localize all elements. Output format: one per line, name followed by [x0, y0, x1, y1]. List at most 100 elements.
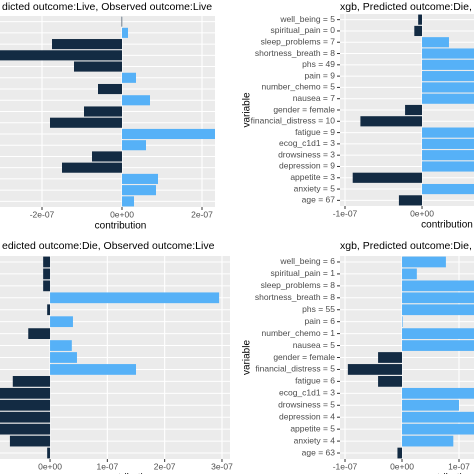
panel — [340, 14, 474, 206]
y-tick-label: well_being = 6 — [279, 256, 335, 266]
bar — [378, 352, 403, 363]
bar — [122, 185, 156, 196]
bar — [28, 328, 51, 339]
x-tick-label: 0e+00 — [38, 461, 62, 471]
bar — [402, 435, 454, 447]
bar — [50, 316, 73, 328]
bar — [422, 37, 449, 48]
bar — [47, 304, 51, 316]
x-tick-label: -1e-07 — [333, 208, 358, 218]
y-tick-label: fatigue = 9 — [295, 127, 335, 137]
bar — [402, 423, 474, 435]
bar — [422, 59, 474, 70]
bar — [92, 151, 122, 162]
panel — [0, 256, 230, 459]
bar — [422, 48, 474, 59]
bar — [122, 173, 158, 184]
bar — [122, 128, 215, 140]
bar — [402, 256, 446, 268]
bar — [402, 328, 474, 339]
y-tick-label: drowsiness = 3 — [278, 149, 335, 159]
bar — [0, 387, 51, 399]
y-tick-label: depression = 4 — [279, 411, 335, 421]
y-axis-label: variable — [242, 340, 253, 375]
panel — [340, 256, 474, 459]
bar — [9, 435, 51, 447]
bar — [402, 316, 403, 328]
y-tick-label: fatigue = 6 — [295, 376, 335, 386]
x-axis-label: contribution — [95, 221, 147, 232]
chart-title: dicted outcome:Live, Observed outcome:Li… — [2, 1, 212, 13]
bar — [122, 95, 150, 106]
bar — [422, 138, 474, 149]
bar — [98, 83, 122, 95]
panel — [0, 16, 215, 207]
y-tick-label: financial_distress = 10 — [251, 116, 336, 126]
y-tick-label: ecog_c1d1 = 3 — [279, 138, 335, 148]
bar — [347, 364, 403, 375]
bar — [402, 387, 474, 399]
bar — [402, 411, 474, 423]
x-axis-label: contribution — [421, 220, 473, 231]
bar — [414, 25, 423, 37]
y-tick-label: sleep_problems = 8 — [261, 280, 336, 290]
y-tick-label: age = 63 — [302, 447, 336, 457]
y-tick-label: anxiety = 5 — [294, 183, 336, 193]
x-tick-label: 0e+00 — [410, 208, 434, 218]
bar — [50, 292, 220, 304]
bar — [422, 150, 474, 161]
bar — [52, 39, 122, 50]
y-tick-label: gender = female — [273, 104, 335, 114]
bar — [418, 14, 423, 25]
bar — [50, 352, 77, 363]
bar — [422, 161, 474, 172]
x-tick-label: 0e+00 — [110, 209, 134, 219]
y-tick-label: financial_distress = 5 — [255, 364, 335, 374]
bar — [378, 376, 403, 387]
bar — [43, 280, 51, 292]
x-axis-label: contribution — [421, 473, 473, 474]
x-tick-label: 1e-07 — [96, 461, 118, 471]
y-tick-label: shortness_breath = 8 — [255, 292, 335, 302]
y-tick-label: drowsiness = 5 — [278, 400, 335, 410]
y-tick-label: shortness_breath = 8 — [255, 48, 335, 58]
y-tick-label: nausea = 7 — [293, 93, 336, 103]
bar — [402, 292, 474, 304]
bar — [62, 162, 122, 173]
bar — [43, 256, 51, 268]
chart-title: edicted outcome:Die, Observed outcome:Li… — [2, 240, 215, 252]
chart-title: xgb, Predicted outcome:Die, Ob — [340, 240, 474, 252]
bar — [122, 196, 134, 207]
bar — [0, 50, 122, 61]
bar — [402, 280, 474, 292]
bar — [74, 61, 122, 72]
y-tick-label: pain = 9 — [305, 70, 336, 80]
x-tick-label: -2e-07 — [30, 209, 55, 219]
y-tick-label: ecog_c1d1 = 3 — [279, 388, 335, 398]
y-tick-label: phs = 55 — [302, 304, 335, 314]
y-tick-label: nausea = 5 — [293, 340, 336, 350]
bar — [360, 116, 423, 127]
y-tick-label: depression = 9 — [279, 161, 335, 171]
y-tick-label: appetite = 5 — [290, 423, 335, 433]
bar — [402, 268, 417, 280]
x-tick-label: 0e+00 — [390, 461, 414, 471]
y-tick-label: number_chemo = 5 — [262, 82, 336, 92]
y-tick-label: spiritual_pain = 0 — [270, 25, 335, 35]
y-tick-label: pain = 6 — [305, 316, 336, 326]
bar — [352, 172, 423, 183]
x-tick-label: 2e-07 — [191, 209, 213, 219]
x-tick-label: 3e-07 — [211, 461, 233, 471]
bar — [0, 399, 51, 411]
y-tick-label: well_being = 5 — [279, 14, 335, 24]
bar — [50, 340, 72, 351]
bar — [422, 71, 474, 82]
bar — [422, 183, 474, 195]
y-tick-label: gender = female — [273, 352, 335, 362]
bar — [121, 16, 123, 27]
x-tick-label: 2e-07 — [154, 461, 176, 471]
chart-title: xgb, Predicted outcome:Die, Ob — [340, 1, 474, 13]
x-tick-label: 1e-07 — [448, 461, 470, 471]
bar — [402, 304, 474, 316]
bar — [84, 106, 122, 117]
